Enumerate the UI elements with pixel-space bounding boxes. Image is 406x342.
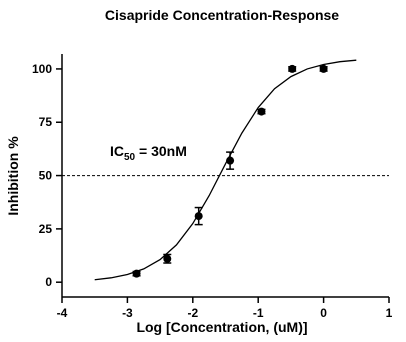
fit-curve bbox=[94, 59, 357, 281]
data-point bbox=[226, 156, 235, 165]
data-point bbox=[319, 64, 328, 73]
x-axis-label: Log [Concentration, (uM)] bbox=[136, 319, 307, 335]
x-tick-label: 0 bbox=[320, 306, 327, 320]
chart-title: Cisapride Concentration-Response bbox=[105, 7, 339, 23]
data-point bbox=[288, 64, 297, 73]
y-axis-label: Inhibition % bbox=[5, 136, 21, 216]
x-tick-label: -2 bbox=[187, 306, 198, 320]
y-tick-label: 0 bbox=[45, 275, 52, 289]
annotation-subscript: 50 bbox=[124, 152, 136, 163]
annotation-text: = 30nM bbox=[135, 143, 187, 159]
data-point bbox=[163, 254, 172, 263]
x-tick-label: -1 bbox=[253, 306, 264, 320]
data-point bbox=[194, 212, 203, 221]
annotation-text: IC bbox=[110, 143, 124, 159]
y-tick-label: 50 bbox=[39, 169, 53, 183]
data-point bbox=[132, 269, 141, 278]
annotation: IC50 = 30nM bbox=[110, 143, 187, 163]
x-tick-label: 1 bbox=[386, 306, 393, 320]
y-tick-label: 100 bbox=[32, 62, 52, 76]
y-tick-label: 25 bbox=[39, 222, 53, 236]
data-point bbox=[257, 107, 266, 116]
x-tick-label: -4 bbox=[57, 306, 68, 320]
x-tick-label: -3 bbox=[122, 306, 133, 320]
y-tick-label: 75 bbox=[39, 115, 53, 129]
